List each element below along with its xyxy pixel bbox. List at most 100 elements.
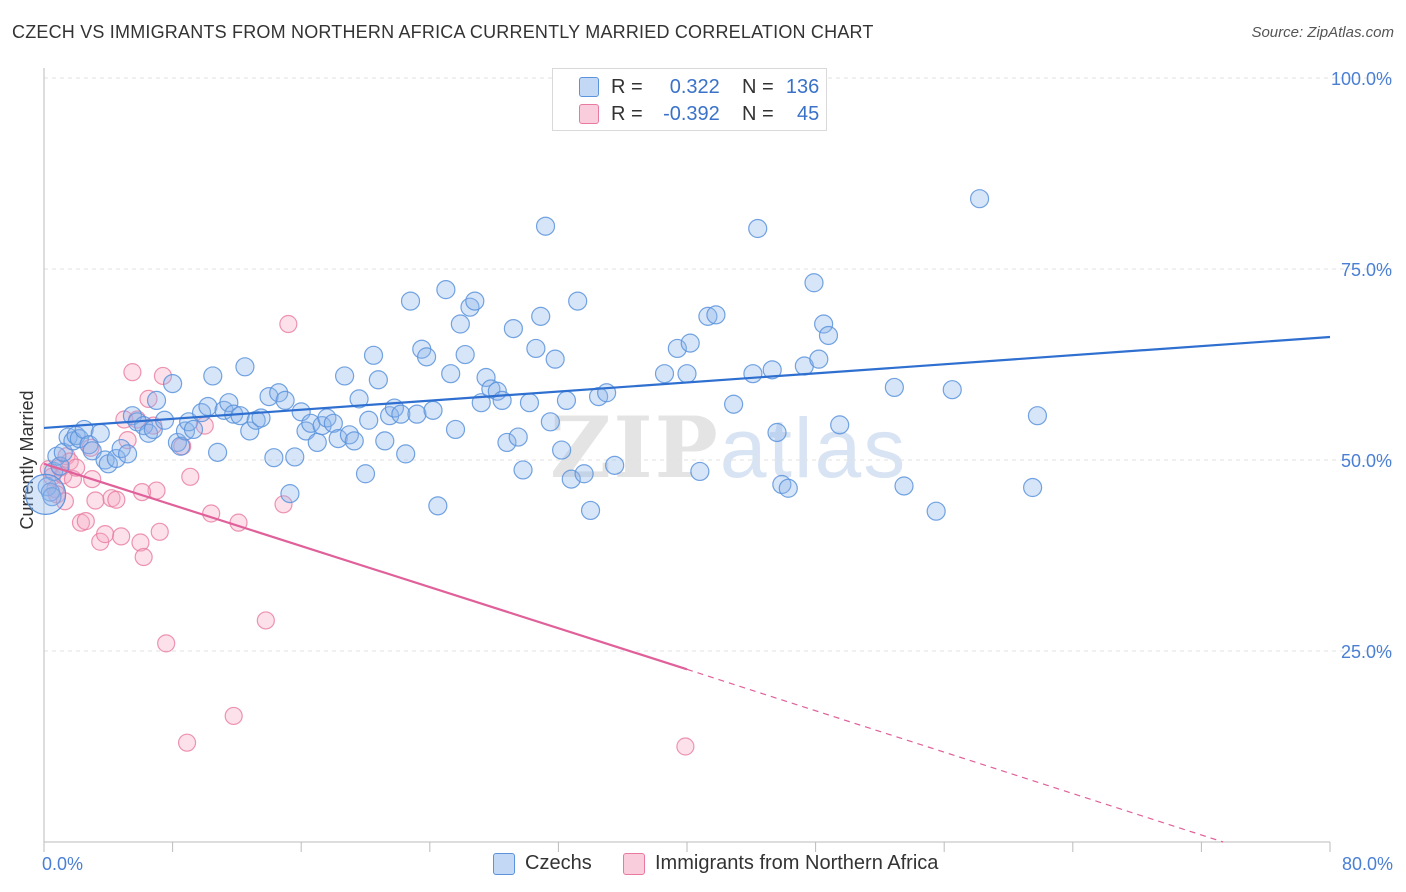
- data-point-czechs: [344, 431, 364, 451]
- data-point-czechs: [323, 413, 343, 433]
- legend-row-immigrants: R = -0.392 N = 45: [579, 102, 819, 126]
- data-point-czechs: [335, 366, 355, 386]
- data-point-czechs: [44, 461, 64, 482]
- legend-n-value: 45: [797, 102, 820, 125]
- data-point-czechs: [163, 374, 183, 394]
- data-point-immigrants: [131, 533, 150, 552]
- trendline-czechs: [43, 335, 1331, 430]
- data-point-czechs: [969, 189, 990, 209]
- data-point-immigrants: [139, 389, 158, 408]
- data-point-czechs: [428, 496, 448, 516]
- y-axis-label: Currently Married: [17, 390, 37, 529]
- y-tick-label: 75.0%: [1341, 260, 1392, 280]
- data-point-immigrants: [95, 525, 115, 544]
- data-point-czechs: [597, 383, 617, 403]
- y-tick-label: 100.0%: [1331, 69, 1392, 89]
- series-legend: Czechs Immigrants from Northern Africa: [0, 852, 1406, 878]
- data-point-czechs: [355, 464, 376, 484]
- data-point-czechs: [391, 404, 411, 424]
- data-point-immigrants: [150, 522, 169, 541]
- data-point-immigrants: [279, 314, 298, 334]
- data-point-czechs: [219, 393, 239, 413]
- data-point-czechs: [818, 325, 839, 346]
- data-point-czechs: [680, 333, 700, 353]
- data-point-czechs: [328, 429, 348, 449]
- data-point-czechs: [503, 318, 523, 339]
- data-point-czechs: [519, 393, 540, 413]
- data-point-immigrants: [112, 527, 131, 546]
- data-point-immigrants: [274, 495, 293, 514]
- legend-r-value: -0.392: [663, 102, 720, 125]
- legend-r-label: R =: [611, 102, 643, 125]
- data-point-czechs: [455, 344, 475, 365]
- data-point-immigrants: [123, 363, 142, 382]
- data-point-czechs: [667, 338, 687, 359]
- data-point-czechs: [235, 357, 255, 377]
- data-point-czechs: [497, 432, 517, 453]
- data-point-czechs: [926, 501, 946, 521]
- data-point-czechs: [574, 464, 594, 484]
- legend-item-immigrants[interactable]: Immigrants from Northern Africa: [623, 852, 938, 875]
- data-point-czechs: [203, 366, 223, 386]
- legend-r-value: 0.322: [669, 75, 720, 98]
- data-point-czechs: [531, 306, 551, 326]
- data-point-czechs: [724, 394, 744, 414]
- chart-title: CZECH VS IMMIGRANTS FROM NORTHERN AFRICA…: [12, 22, 874, 42]
- data-point-czechs: [396, 444, 416, 464]
- data-point-czechs: [285, 447, 305, 467]
- data-point-czechs: [42, 487, 62, 507]
- data-point-czechs: [894, 476, 914, 496]
- y-tick-label: 25.0%: [1341, 642, 1392, 662]
- data-point-czechs: [450, 314, 470, 334]
- trendline-immigrants-extension: [686, 668, 1224, 843]
- data-point-czechs: [25, 473, 67, 515]
- legend-r-label: R =: [611, 75, 643, 98]
- data-point-czechs: [407, 404, 427, 424]
- legend-label-immigrants: Immigrants from Northern Africa: [655, 852, 939, 874]
- trendline-immigrants: [43, 462, 688, 671]
- data-point-czechs: [111, 438, 131, 459]
- data-point-czechs: [698, 306, 718, 326]
- data-point-czechs: [942, 380, 962, 400]
- data-point-czechs: [513, 460, 533, 480]
- data-point-czechs: [804, 273, 824, 293]
- legend-item-czechs[interactable]: Czechs: [493, 852, 592, 875]
- data-point-czechs: [743, 364, 763, 384]
- legend-swatch-immigrants: [579, 104, 599, 124]
- data-point-czechs: [526, 338, 546, 359]
- data-point-czechs: [264, 448, 284, 468]
- data-point-czechs: [1023, 477, 1043, 498]
- data-point-czechs: [540, 412, 560, 432]
- data-point-czechs: [706, 305, 726, 325]
- data-point-czechs: [605, 455, 625, 475]
- y-tick-label: 50.0%: [1341, 451, 1392, 471]
- data-point-czechs: [90, 423, 110, 443]
- data-point-czechs: [556, 390, 577, 411]
- data-point-czechs: [280, 484, 300, 504]
- data-point-czechs: [349, 389, 369, 409]
- x-tick-label: 0.0%: [42, 854, 83, 874]
- data-point-czechs: [307, 432, 327, 453]
- data-point-czechs: [259, 386, 279, 407]
- data-point-czechs: [240, 421, 260, 441]
- data-point-immigrants: [76, 512, 95, 531]
- data-point-immigrants: [224, 706, 243, 726]
- legend-n-label: N =: [742, 75, 774, 98]
- data-point-immigrants: [157, 634, 176, 653]
- data-point-immigrants: [256, 611, 275, 630]
- data-point-czechs: [677, 364, 697, 384]
- data-point-czechs: [767, 422, 787, 443]
- data-point-immigrants: [177, 733, 197, 752]
- data-point-czechs: [275, 390, 295, 411]
- data-point-czechs: [375, 431, 395, 451]
- data-point-immigrants: [107, 490, 126, 509]
- data-point-czechs: [208, 442, 228, 462]
- data-point-czechs: [748, 218, 768, 239]
- data-point-czechs: [363, 345, 384, 365]
- data-point-czechs: [476, 367, 496, 388]
- data-point-czechs: [436, 280, 456, 300]
- data-point-czechs: [654, 364, 675, 384]
- data-point-czechs: [465, 291, 485, 311]
- data-point-czechs: [809, 349, 829, 369]
- legend-swatch-czechs: [579, 77, 599, 97]
